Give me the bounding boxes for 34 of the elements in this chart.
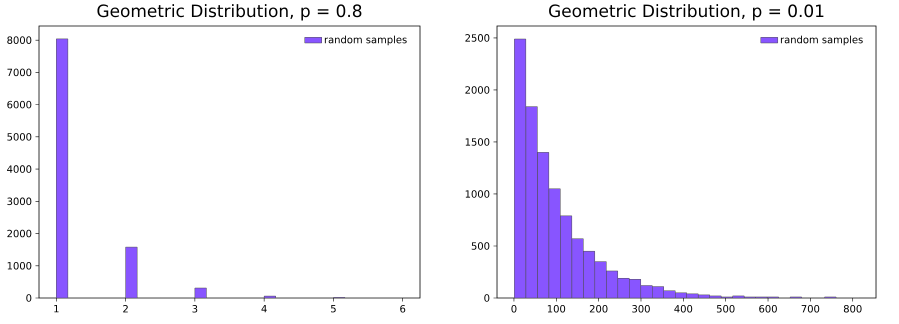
- legend-label: random samples: [780, 36, 863, 46]
- y-tick-label: 2500: [465, 34, 490, 42]
- x-tick-label: 700: [802, 305, 820, 313]
- x-tick-label: 5: [331, 305, 336, 312]
- x-tick-label: 1: [54, 305, 59, 312]
- y-tick-label: 5000: [7, 133, 32, 141]
- x-tick-label: 500: [716, 305, 735, 313]
- y-tick-label: 7000: [7, 68, 32, 76]
- y-tick-label: 2000: [7, 230, 32, 238]
- x-tick-label: 400: [674, 305, 692, 313]
- y-tick-label: 8000: [7, 36, 32, 44]
- y-tick-label: 2000: [465, 86, 490, 94]
- legend-label: random samples: [324, 36, 407, 46]
- chart-title: Geometric Distribution, p = 0.8: [97, 4, 362, 20]
- y-tick-label: 0: [26, 294, 32, 302]
- x-tick-label: 100: [548, 305, 566, 313]
- y-tick-label: 1000: [8, 262, 32, 270]
- y-tick-label: 6000: [7, 100, 32, 108]
- x-tick-label: 4: [261, 305, 267, 312]
- x-tick-label: 300: [632, 305, 650, 313]
- y-tick-label: 1000: [466, 190, 490, 198]
- x-tick-label: 600: [759, 305, 777, 313]
- y-tick-label: 4000: [7, 165, 32, 173]
- x-tick-label: 3: [192, 305, 198, 313]
- y-tick-label: 500: [472, 242, 490, 250]
- chart-title: Geometric Distribution, p = 0.01: [549, 4, 824, 20]
- y-tick-label: 3000: [7, 198, 32, 206]
- x-tick-label: 6: [400, 305, 406, 313]
- x-tick-label: 2: [123, 305, 128, 312]
- x-tick-label: 800: [844, 305, 862, 313]
- x-tick-label: 0: [511, 305, 516, 313]
- y-tick-label: 1500: [466, 138, 490, 146]
- x-tick-label: 200: [590, 305, 608, 313]
- y-tick-label: 0: [484, 294, 490, 302]
